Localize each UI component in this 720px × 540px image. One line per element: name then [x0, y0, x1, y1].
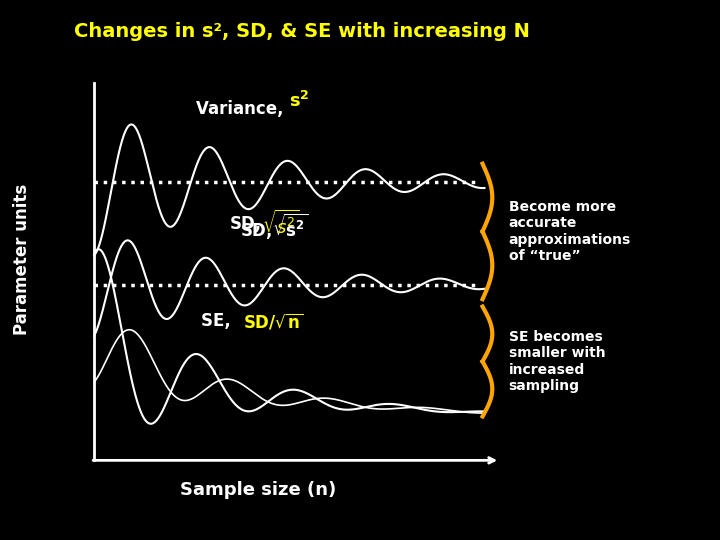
Text: Parameter units: Parameter units	[12, 184, 30, 335]
Text: $\sqrt{s^2}$: $\sqrt{s^2}$	[262, 210, 300, 238]
Text: SD,$\mathbf{\sqrt{s^2}}$: SD,$\mathbf{\sqrt{s^2}}$	[240, 211, 308, 241]
Text: Changes in s², SD, & SE with increasing N: Changes in s², SD, & SE with increasing …	[74, 22, 531, 40]
Text: SE becomes
smaller with
increased
sampling: SE becomes smaller with increased sampli…	[508, 330, 606, 393]
Text: Sample size (n): Sample size (n)	[180, 481, 336, 498]
Text: SE,: SE,	[202, 312, 243, 330]
Text: Become more
accurate
approximations
of “true”: Become more accurate approximations of “…	[508, 200, 631, 263]
Text: Variance,: Variance,	[196, 100, 289, 118]
Text: $\mathbf{SD/\sqrt{n}}$: $\mathbf{SD/\sqrt{n}}$	[243, 311, 303, 331]
Text: $\mathbf{s^2}$: $\mathbf{s^2}$	[289, 91, 310, 111]
Text: SD,: SD,	[230, 215, 262, 233]
